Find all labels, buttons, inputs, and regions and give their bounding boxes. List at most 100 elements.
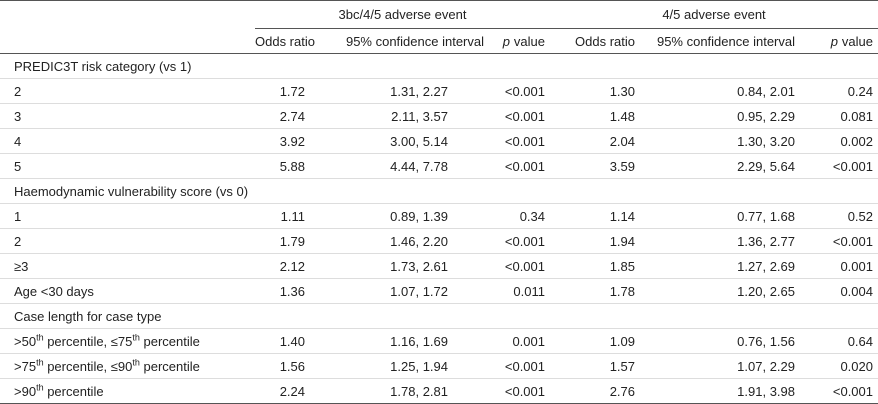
- cell: 1.11: [255, 203, 310, 229]
- cell: 1.40: [255, 328, 310, 354]
- cell: 1.07, 1.72: [310, 278, 490, 304]
- data-row: 2 1.79 1.46, 2.20 <0.001 1.94 1.36, 2.77 <0.00…: [0, 228, 878, 254]
- cell: 1.78: [550, 278, 640, 304]
- row-label: 4: [0, 128, 255, 154]
- data-row: 1 1.11 0.89, 1.39 0.34 1.14 0.77, 1.68 0.52: [0, 203, 878, 229]
- column-header: 95% confidence interval: [640, 28, 800, 54]
- cell: 5.88: [255, 153, 310, 179]
- label-text: >90: [14, 383, 37, 399]
- group-header: 4/5 adverse event: [550, 0, 878, 29]
- cell: 3.00, 5.14: [310, 128, 490, 154]
- cell: 0.001: [800, 253, 878, 279]
- cell: 1.14: [550, 203, 640, 229]
- cell: 1.16, 1.69: [310, 328, 490, 354]
- cell: 1.48: [550, 103, 640, 129]
- row-label: Age <30 days: [0, 278, 255, 304]
- section-row: Case length for case type: [0, 303, 878, 329]
- cell: 0.011: [490, 278, 550, 304]
- label-text: PREDIC3T risk category (vs 1): [14, 58, 192, 74]
- label-text: 4: [14, 133, 22, 149]
- label-text: 1: [14, 208, 22, 224]
- cell: 2.12: [255, 253, 310, 279]
- cell: 1.85: [550, 253, 640, 279]
- label-text: Case length for case type: [14, 308, 162, 324]
- data-row: ≥3 2.12 1.73, 2.61 <0.001 1.85 1.27, 2.69 0.00…: [0, 253, 878, 279]
- cell: <0.001: [490, 78, 550, 104]
- cell: 1.36: [255, 278, 310, 304]
- label-text: percentile, ≤90: [43, 358, 133, 374]
- section-row: Haemodynamic vulnerability score (vs 0): [0, 178, 878, 204]
- cell: 1.30, 3.20: [640, 128, 800, 154]
- label-text: 3: [14, 108, 22, 124]
- cell: 1.91, 3.98: [640, 378, 800, 404]
- column-header-row: Odds ratio 95% confidence interval p value O…: [0, 28, 878, 54]
- row-label: 2: [0, 78, 255, 104]
- cell: 1.20, 2.65: [640, 278, 800, 304]
- cell: 1.73, 2.61: [310, 253, 490, 279]
- header-text: value: [513, 33, 545, 49]
- cell: <0.001: [800, 228, 878, 254]
- label-text: >75: [14, 358, 37, 374]
- cell: <0.001: [490, 128, 550, 154]
- cell: 1.36, 2.77: [640, 228, 800, 254]
- row-label: >50th percentile, ≤75th percentile: [0, 328, 255, 354]
- label-text: percentile: [139, 358, 200, 374]
- cell: 0.77, 1.68: [640, 203, 800, 229]
- group-header: 3bc/4/5 adverse event: [255, 0, 550, 29]
- column-header: p value: [800, 28, 878, 54]
- cell: 0.52: [800, 203, 878, 229]
- row-label: 1: [0, 203, 255, 229]
- cell: 0.95, 2.29: [640, 103, 800, 129]
- row-label: ≥3: [0, 253, 255, 279]
- label-text: percentile: [139, 333, 200, 349]
- cell: 1.25, 1.94: [310, 353, 490, 379]
- label-text: 5: [14, 158, 22, 174]
- row-label: Case length for case type: [0, 303, 878, 329]
- blank-cell: [0, 1, 255, 29]
- row-label: Haemodynamic vulnerability score (vs 0): [0, 178, 878, 204]
- section-row: PREDIC3T risk category (vs 1): [0, 53, 878, 79]
- cell: <0.001: [490, 228, 550, 254]
- cell: 2.76: [550, 378, 640, 404]
- cell: 1.78, 2.81: [310, 378, 490, 404]
- row-label: 3: [0, 103, 255, 129]
- cell: 2.24: [255, 378, 310, 404]
- label-text: 2: [14, 233, 22, 249]
- cell: 0.34: [490, 203, 550, 229]
- cell: 1.30: [550, 78, 640, 104]
- cell: <0.001: [490, 353, 550, 379]
- cell: <0.001: [490, 153, 550, 179]
- label-text: ≥3: [14, 258, 29, 274]
- cell: 0.001: [490, 328, 550, 354]
- italic-letter: p: [502, 33, 510, 49]
- italic-letter: p: [830, 33, 838, 49]
- cell: 3.59: [550, 153, 640, 179]
- cell: 0.76, 1.56: [640, 328, 800, 354]
- cell: 1.72: [255, 78, 310, 104]
- cell: 0.89, 1.39: [310, 203, 490, 229]
- data-row: >75th percentile, ≤90th percentile 1.56 1.…: [0, 353, 878, 379]
- label-text: percentile: [43, 383, 104, 399]
- cell: 0.84, 2.01: [640, 78, 800, 104]
- data-row: >50th percentile, ≤75th percentile 1.40 1.…: [0, 328, 878, 354]
- cell: 1.27, 2.69: [640, 253, 800, 279]
- cell: 2.29, 5.64: [640, 153, 800, 179]
- table-body: PREDIC3T risk category (vs 1) 2 1.72 1.31, …: [0, 53, 878, 404]
- cell: 0.24: [800, 78, 878, 104]
- superscript: th: [36, 382, 44, 393]
- cell: 1.46, 2.20: [310, 228, 490, 254]
- cell: 1.31, 2.27: [310, 78, 490, 104]
- cell: 2.11, 3.57: [310, 103, 490, 129]
- group-header-row: 3bc/4/5 adverse event 4/5 adverse event: [0, 0, 878, 29]
- superscript: th: [36, 332, 44, 343]
- label-text: Haemodynamic vulnerability score (vs 0): [14, 183, 249, 199]
- cell: 0.020: [800, 353, 878, 379]
- superscript: th: [132, 332, 140, 343]
- cell: 1.57: [550, 353, 640, 379]
- column-header: p value: [490, 28, 550, 54]
- cell: <0.001: [490, 253, 550, 279]
- cell: <0.001: [800, 153, 878, 179]
- column-header: 95% confidence interval: [310, 28, 490, 54]
